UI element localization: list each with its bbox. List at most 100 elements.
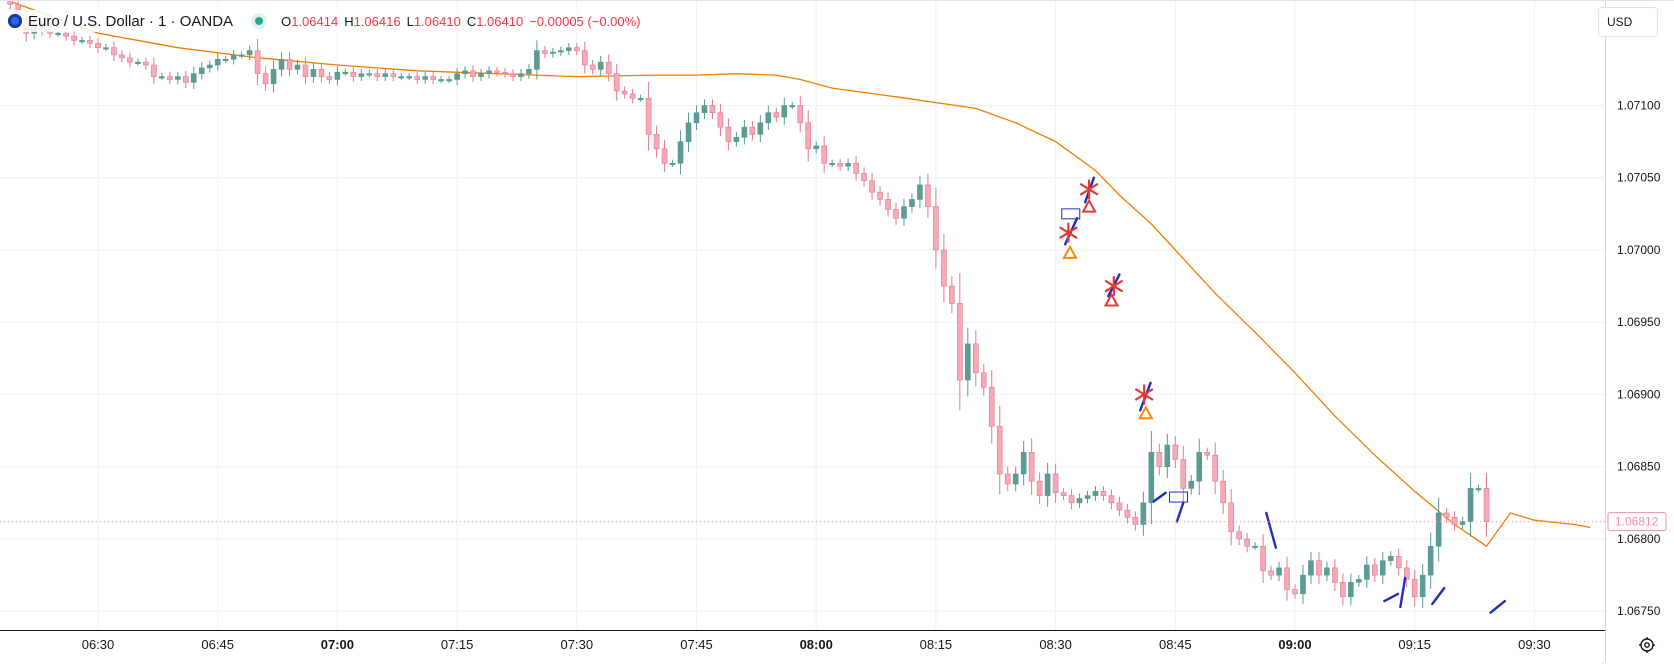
candle-body bbox=[845, 162, 851, 167]
candle bbox=[470, 65, 476, 83]
candle-body bbox=[805, 122, 812, 150]
candle bbox=[581, 41, 588, 74]
candle-body bbox=[366, 73, 373, 76]
candle-body bbox=[175, 76, 181, 80]
candle bbox=[781, 97, 788, 125]
candle bbox=[869, 172, 875, 200]
candle bbox=[653, 125, 660, 158]
candle bbox=[151, 57, 157, 85]
candle bbox=[1012, 466, 1019, 492]
candle-body bbox=[350, 71, 357, 77]
candle bbox=[1180, 445, 1187, 503]
candle bbox=[135, 58, 141, 66]
candle-body bbox=[901, 206, 907, 219]
candle-body bbox=[246, 50, 253, 56]
market-status-icon[interactable] bbox=[251, 13, 268, 29]
candle bbox=[773, 107, 780, 123]
candle-body bbox=[1276, 567, 1282, 576]
candle-body bbox=[542, 50, 548, 54]
candle bbox=[566, 43, 572, 56]
candle-body bbox=[111, 47, 117, 56]
candle bbox=[262, 66, 269, 91]
candle-body bbox=[334, 71, 341, 80]
candle-body bbox=[95, 43, 101, 48]
candle bbox=[1140, 491, 1147, 536]
candle-body bbox=[1140, 502, 1147, 525]
candle bbox=[286, 52, 293, 77]
candle bbox=[462, 66, 468, 79]
candle bbox=[1427, 532, 1434, 589]
candle bbox=[980, 364, 987, 396]
candle-body bbox=[1411, 579, 1418, 598]
candle bbox=[414, 71, 421, 85]
candle bbox=[198, 62, 205, 80]
candle bbox=[965, 327, 971, 397]
candle-body bbox=[230, 54, 237, 60]
candle bbox=[1036, 472, 1043, 505]
candle-body bbox=[1356, 579, 1362, 583]
price-tick-label: 1.07100 bbox=[1617, 98, 1661, 112]
candle bbox=[1451, 511, 1458, 531]
candle-body bbox=[182, 76, 189, 83]
candle bbox=[821, 136, 827, 173]
candle bbox=[1292, 584, 1298, 600]
signal-triangle bbox=[1081, 198, 1097, 213]
candle-body bbox=[917, 184, 923, 200]
candle-body bbox=[1316, 560, 1322, 576]
candle-body bbox=[837, 162, 843, 167]
candle bbox=[326, 71, 333, 85]
candle bbox=[1084, 490, 1091, 504]
candle-body bbox=[573, 47, 580, 51]
signal-star-stroke bbox=[1104, 280, 1123, 293]
candle bbox=[542, 45, 548, 59]
candle-body bbox=[1403, 567, 1410, 580]
candle-body bbox=[1427, 545, 1434, 576]
candle bbox=[1435, 497, 1442, 562]
candle-body bbox=[1300, 574, 1306, 595]
candle bbox=[645, 82, 652, 151]
time-tick-label: 06:30 bbox=[82, 637, 115, 652]
candle-body bbox=[222, 58, 229, 62]
signal-triangle bbox=[1062, 244, 1078, 259]
candle bbox=[366, 70, 373, 78]
chart-settings-button[interactable] bbox=[1636, 634, 1658, 656]
candle-body bbox=[637, 97, 644, 101]
candle-body bbox=[558, 50, 564, 53]
candle bbox=[829, 159, 835, 167]
candle-body bbox=[430, 76, 436, 80]
candle bbox=[1467, 473, 1474, 537]
candle-body bbox=[1467, 488, 1474, 522]
currency-selector[interactable]: USD bbox=[1598, 7, 1658, 37]
candle bbox=[127, 52, 133, 68]
candle bbox=[95, 38, 101, 53]
signal-line bbox=[1152, 491, 1167, 503]
candle-body bbox=[1068, 495, 1075, 504]
candle bbox=[797, 95, 804, 133]
candle-body bbox=[1348, 582, 1354, 598]
candle bbox=[390, 69, 397, 82]
candle-body bbox=[1084, 495, 1091, 499]
candle bbox=[1124, 503, 1131, 524]
candle bbox=[669, 159, 676, 167]
candle bbox=[190, 67, 197, 90]
signal-star-stroke bbox=[1135, 388, 1154, 401]
candle-body bbox=[589, 64, 596, 70]
candle bbox=[1340, 573, 1346, 606]
candle-body bbox=[135, 61, 141, 64]
candle-body bbox=[1044, 473, 1051, 496]
symbol-title[interactable]: Euro / U.S. Dollar · 1 · OANDA bbox=[28, 12, 234, 30]
symbol-legend[interactable]: Euro / U.S. Dollar · 1 · OANDA O1.06414 … bbox=[8, 10, 647, 32]
candle bbox=[438, 75, 444, 84]
candle-body bbox=[1435, 512, 1442, 547]
time-tick-label: 09:15 bbox=[1398, 637, 1431, 652]
candle-body bbox=[1020, 451, 1027, 475]
candle bbox=[733, 132, 740, 147]
candle bbox=[270, 60, 277, 93]
candle-body bbox=[645, 97, 652, 135]
candle bbox=[1044, 462, 1051, 507]
candle bbox=[246, 45, 253, 61]
candle-body bbox=[965, 343, 971, 381]
candle-body bbox=[885, 199, 891, 210]
